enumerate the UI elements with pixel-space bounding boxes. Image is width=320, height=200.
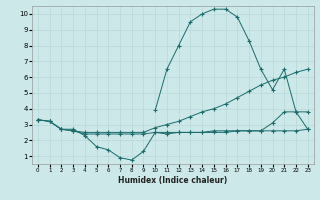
X-axis label: Humidex (Indice chaleur): Humidex (Indice chaleur) xyxy=(118,176,228,185)
